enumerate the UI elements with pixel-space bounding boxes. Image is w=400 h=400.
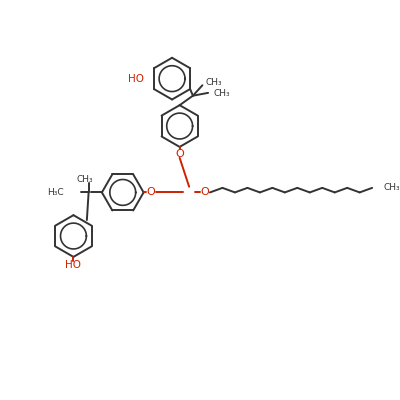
Text: CH₃: CH₃ <box>384 183 400 192</box>
Text: O: O <box>175 148 184 158</box>
Text: CH₃: CH₃ <box>76 175 93 184</box>
Text: H₃C: H₃C <box>47 188 64 197</box>
Text: HO: HO <box>66 260 82 270</box>
Text: HO: HO <box>128 74 144 84</box>
Text: O: O <box>147 188 156 198</box>
Text: CH₃: CH₃ <box>213 89 230 98</box>
Text: O: O <box>200 188 209 198</box>
Text: CH₃: CH₃ <box>206 78 222 87</box>
